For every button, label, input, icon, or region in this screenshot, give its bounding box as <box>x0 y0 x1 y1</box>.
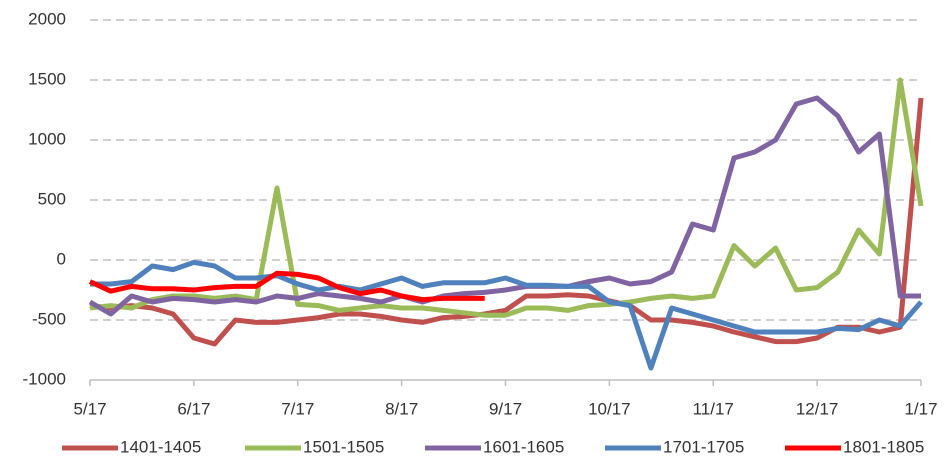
x-tick-label: 10/17 <box>588 399 631 418</box>
x-tick-label: 12/17 <box>796 399 839 418</box>
y-tick-label: -500 <box>32 309 66 328</box>
legend-label: 1701-1705 <box>663 437 744 456</box>
x-tick-label: 11/17 <box>693 399 734 418</box>
y-tick-label: 0 <box>57 249 66 268</box>
x-tick-label: 8/17 <box>385 399 418 418</box>
legend-label: 1601-1605 <box>483 437 564 456</box>
x-tick-label: 7/17 <box>281 399 314 418</box>
series-line <box>88 270 485 303</box>
y-tick-label: 1500 <box>28 69 66 88</box>
legend-label: 1801-1805 <box>843 437 924 456</box>
y-tick-label: 2000 <box>28 9 66 28</box>
x-tick-label: 1/17 <box>904 399 937 418</box>
x-tick-label: 5/17 <box>73 399 106 418</box>
series-line <box>89 97 924 347</box>
y-tick-label: -1000 <box>23 369 66 388</box>
x-tick-label: 6/17 <box>177 399 210 418</box>
legend-label: 1501-1505 <box>303 437 384 456</box>
y-tick-label: 1000 <box>28 129 66 148</box>
legend-label: 1401-1405 <box>120 437 201 456</box>
series-line <box>89 77 924 318</box>
series-line <box>90 259 923 371</box>
y-tick-label: 500 <box>38 189 66 208</box>
series-line <box>88 95 921 317</box>
x-tick-label: 9/17 <box>489 399 522 418</box>
